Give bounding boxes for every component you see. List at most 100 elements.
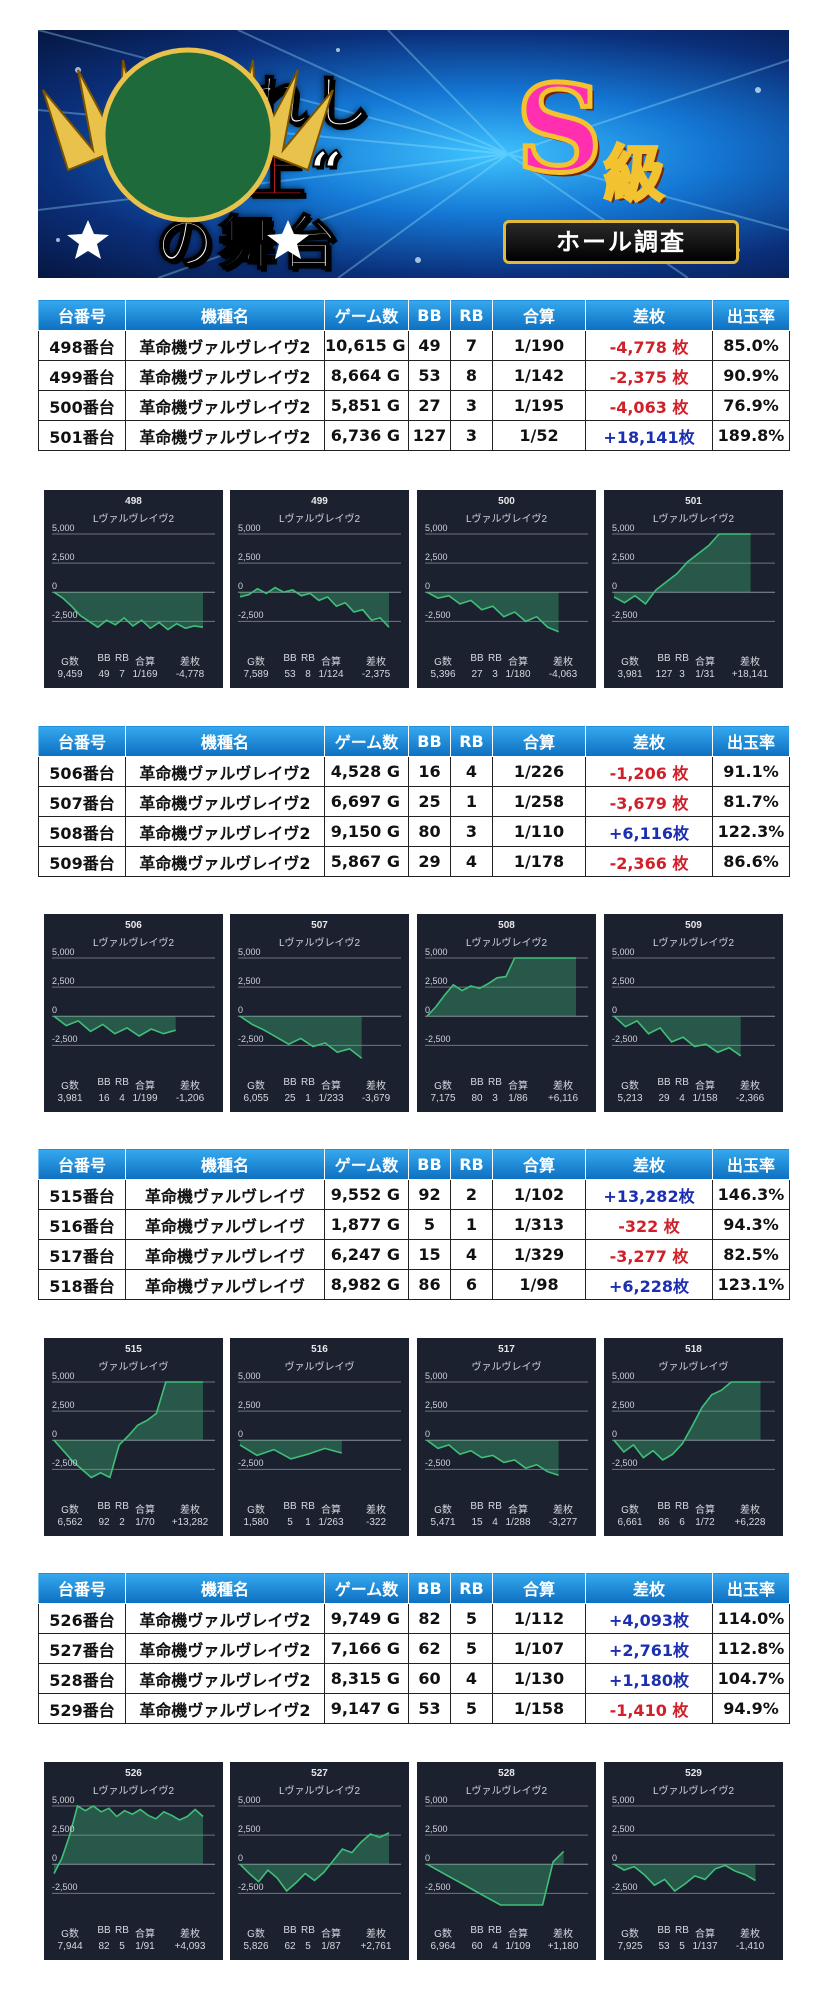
stat-header: BB (97, 653, 111, 664)
slump-graph-card[interactable]: 516 ヴァルヴレイヴ 5,000 2,500 0 -2,500 G数 BB RB 合算 差枚 1,5… (230, 1338, 409, 1536)
rb-count: 7 (450, 330, 493, 361)
slump-graph (238, 957, 401, 1059)
col-rb: RB (450, 725, 493, 757)
col-machine-no: 台番号 (38, 1148, 126, 1180)
slump-graph-card[interactable]: 528 Lヴァルヴレイヴ2 5,000 2,500 0 -2,500 G数 BB RB 合算 差枚 6… (417, 1762, 596, 1960)
stat-games: 5,213 (617, 1093, 643, 1104)
stat-header: G数 (434, 1929, 452, 1940)
combined-probability: 1/102 (492, 1179, 586, 1210)
y-axis-label: 2,500 (238, 976, 261, 987)
stat-header: BB (657, 653, 671, 664)
payout-rate: 82.5% (712, 1239, 790, 1270)
combined-probability: 1/110 (492, 816, 586, 847)
graph-line (426, 591, 559, 633)
graph-area (427, 1851, 564, 1905)
machine-no: 499番台 (38, 360, 126, 391)
y-axis-label: 0 (612, 1429, 618, 1440)
slump-graph (425, 1805, 588, 1906)
stat-header: 合算 (321, 1929, 341, 1940)
col-bb: BB (408, 299, 451, 331)
stat-games: 1,580 (243, 1517, 269, 1528)
slump-graph-card[interactable]: 500 Lヴァルヴレイヴ2 5,000 2,500 0 -2,500 G数 BB RB 合算 差枚 5… (417, 490, 596, 688)
y-axis-label: 5,000 (238, 1795, 261, 1805)
slump-graph (52, 1804, 215, 1894)
col-rb: RB (450, 299, 493, 331)
graph-line (239, 1015, 363, 1059)
stat-header: 差枚 (366, 1081, 386, 1092)
graph-title: 527 (311, 1768, 328, 1779)
graph-stat-values: 6,562 92 2 1/70 +13,282 (44, 1517, 223, 1531)
combined-probability: 1/313 (492, 1209, 586, 1240)
slump-graph (238, 1381, 401, 1470)
stat-header: G数 (61, 1081, 79, 1092)
game-count: 10,615 G (324, 330, 409, 361)
payout-rate: 94.3% (712, 1209, 790, 1240)
slump-graph-card[interactable]: 526 Lヴァルヴレイヴ2 5,000 2,500 0 -2,500 G数 BB RB 合算 差枚 7… (44, 1762, 223, 1960)
stat-bb: 62 (284, 1941, 296, 1952)
slump-graph (425, 533, 588, 633)
combined-probability: 1/107 (492, 1633, 586, 1664)
bb-count: 127 (408, 420, 451, 451)
col-payout-rate: 出玉率 (712, 1148, 790, 1180)
payout-rate: 114.0% (712, 1603, 790, 1634)
stat-games: 5,471 (430, 1517, 456, 1528)
combined-probability: 1/52 (492, 420, 586, 451)
stat-header: G数 (621, 1081, 639, 1092)
machine-no: 529番台 (38, 1693, 126, 1724)
slump-graph-card[interactable]: 509 Lヴァルヴレイヴ2 5,000 2,500 0 -2,500 G数 BB RB 合算 差枚 5… (604, 914, 783, 1112)
stat-probability: 1/169 (132, 669, 158, 680)
slump-graph-card[interactable]: 508 Lヴァルヴレイヴ2 5,000 2,500 0 -2,500 G数 BB RB 合算 差枚 7… (417, 914, 596, 1112)
col-games: ゲーム数 (324, 725, 409, 757)
slump-graph-card[interactable]: 499 Lヴァルヴレイヴ2 5,000 2,500 0 -2,500 G数 BB RB 合算 差枚 7… (230, 490, 409, 688)
stat-difference: -322 (365, 1517, 386, 1528)
stat-difference: -1,206 (175, 1093, 205, 1104)
slump-graph-card[interactable]: 527 Lヴァルヴレイヴ2 5,000 2,500 0 -2,500 G数 BB RB 合算 差枚 5… (230, 1762, 409, 1960)
y-axis-label: 0 (238, 581, 244, 592)
graph-stat-values: 5,396 27 3 1/180 -4,063 (417, 669, 596, 683)
stat-header: BB (657, 1077, 671, 1088)
slump-graph-card[interactable]: 515 ヴァルヴレイヴ 5,000 2,500 0 -2,500 G数 BB RB 合算 差枚 6,5… (44, 1338, 223, 1536)
slump-graph-card[interactable]: 498 Lヴァルヴレイヴ2 5,000 2,500 0 -2,500 G数 BB RB 合算 差枚 9… (44, 490, 223, 688)
graph-stat-values: 7,589 53 8 1/124 -2,375 (230, 669, 409, 683)
stat-header: RB (115, 653, 129, 664)
stat-bb: 127 (655, 669, 673, 680)
graph-stat-headers: G数 BB RB 合算 差枚 (44, 1925, 223, 1940)
model-name: 革命機ヴァルヴレイヴ2 (125, 816, 325, 847)
game-count: 9,552 G (324, 1179, 409, 1210)
slump-graph-card[interactable]: 507 Lヴァルヴレイヴ2 5,000 2,500 0 -2,500 G数 BB RB 合算 差枚 6… (230, 914, 409, 1112)
stat-difference: +1,180 (547, 1941, 579, 1952)
payout-rate: 123.1% (712, 1269, 790, 1300)
y-axis-label: 0 (238, 1853, 244, 1864)
stat-probability: 1/109 (505, 1941, 531, 1952)
game-count: 5,851 G (324, 390, 409, 421)
machine-no: 526番台 (38, 1603, 126, 1634)
col-games: ゲーム数 (324, 299, 409, 331)
slump-graph-card[interactable]: 517 ヴァルヴレイヴ 5,000 2,500 0 -2,500 G数 BB RB 合算 差枚 5,4… (417, 1338, 596, 1536)
graph-stat-values: 7,925 53 5 1/137 -1,410 (604, 1941, 783, 1955)
stat-header: RB (115, 1501, 129, 1512)
slump-graph-card[interactable]: 518 ヴァルヴレイヴ 5,000 2,500 0 -2,500 G数 BB RB 合算 差枚 6,6… (604, 1338, 783, 1536)
stat-header: 合算 (508, 1505, 528, 1516)
payout-rate: 94.9% (712, 1693, 790, 1724)
stat-header: BB (283, 1077, 297, 1088)
stat-games: 6,964 (430, 1941, 456, 1952)
graph-stat-headers: G数 BB RB 合算 差枚 (417, 1077, 596, 1092)
slump-graph-card[interactable]: 501 Lヴァルヴレイヴ2 5,000 2,500 0 -2,500 G数 BB RB 合算 差枚 3… (604, 490, 783, 688)
table-row: 515番台 革命機ヴァルヴレイヴ 9,552 G 92 2 1/102 +13,282枚 14… (38, 1179, 790, 1210)
y-axis-label: -2,500 (52, 1034, 78, 1045)
y-axis-label: -2,500 (238, 610, 264, 621)
table-row: 526番台 革命機ヴァルヴレイヴ2 9,749 G 82 5 1/112 +4,093枚 11… (38, 1603, 790, 1634)
col-model: 機種名 (125, 725, 325, 757)
stat-header: BB (283, 1501, 297, 1512)
rb-count: 3 (450, 816, 493, 847)
bb-count: 29 (408, 846, 451, 877)
stat-difference: +6,228 (734, 1517, 766, 1528)
rank-ribbon: ホール調査 (503, 220, 739, 264)
stat-difference: +4,093 (174, 1941, 206, 1952)
slump-graph-card[interactable]: 529 Lヴァルヴレイヴ2 5,000 2,500 0 -2,500 G数 BB RB 合算 差枚 7… (604, 1762, 783, 1960)
graph-stat-headers: G数 BB RB 合算 差枚 (417, 1501, 596, 1516)
rb-count: 1 (450, 1209, 493, 1240)
slump-graph-card[interactable]: 506 Lヴァルヴレイヴ2 5,000 2,500 0 -2,500 G数 BB RB 合算 差枚 3… (44, 914, 223, 1112)
stat-header: 差枚 (180, 657, 200, 668)
